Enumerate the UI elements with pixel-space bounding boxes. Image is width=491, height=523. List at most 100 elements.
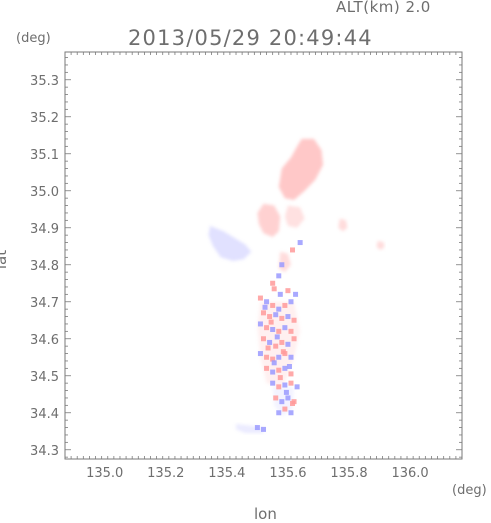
echo-cell <box>268 319 274 325</box>
y-tick-label: 34.8 <box>30 259 59 274</box>
echo-cell <box>290 401 296 406</box>
echo-region-3 <box>284 205 305 228</box>
echo-cell <box>264 299 270 305</box>
echo-cell <box>271 286 277 292</box>
echo-cell <box>270 280 276 286</box>
echo-cell <box>261 310 266 316</box>
echo-cell <box>257 321 263 327</box>
echo-cell <box>257 351 263 357</box>
echo-cell <box>277 375 283 381</box>
echo-cell <box>276 306 282 312</box>
echo-cell <box>276 410 282 416</box>
echo-region-7 <box>376 240 385 250</box>
echo-cell <box>282 325 288 331</box>
x-axis: 135.0 135.2 135.4 135.6 135.8 136.0 <box>64 52 463 481</box>
echo-cell <box>264 365 270 371</box>
echo-cell <box>276 384 282 390</box>
y-tick-label: 34.5 <box>30 370 59 385</box>
echo-cell <box>261 336 266 342</box>
echo-cell <box>267 314 273 320</box>
echo-cell <box>277 291 283 297</box>
echo-cell <box>293 291 299 297</box>
echo-cell <box>297 240 303 246</box>
echo-cell <box>291 317 297 323</box>
x-tick-label: 135.2 <box>147 466 184 481</box>
echo-cell <box>280 349 286 355</box>
echo-cell <box>274 334 280 340</box>
echo-cell <box>279 339 285 345</box>
echo-cell <box>282 365 288 371</box>
echo-cell <box>282 382 288 388</box>
echo-cell <box>282 302 288 308</box>
y-tick-label: 35.2 <box>30 111 59 126</box>
y-tick-label: 35.0 <box>30 185 59 200</box>
echo-cell <box>264 325 270 331</box>
echo-cell <box>294 384 300 390</box>
echo-cell <box>276 367 282 373</box>
echo-cell <box>270 302 276 308</box>
echo-cell <box>290 247 296 253</box>
echo-cell <box>273 395 279 401</box>
echo-cell <box>286 364 292 369</box>
echo-cell <box>273 343 279 349</box>
echo-cells <box>254 240 303 432</box>
echo-cell <box>283 389 289 395</box>
echo-cell <box>279 262 285 268</box>
echo-cell <box>279 315 285 321</box>
echo-regions <box>208 138 385 434</box>
x-axis-unit: (deg) <box>452 483 487 498</box>
echo-cell <box>285 314 291 320</box>
echo-cell <box>288 328 294 334</box>
y-tick-label: 34.3 <box>30 444 59 459</box>
echo-cell <box>270 380 276 386</box>
y-tick-label: 34.9 <box>30 222 59 237</box>
echo-cell <box>288 380 294 386</box>
echo-cell <box>279 399 285 405</box>
echo-cell <box>262 304 268 310</box>
y-tick-label: 34.4 <box>30 407 59 422</box>
echo-cell <box>270 369 276 375</box>
x-tick-label: 135.6 <box>269 466 306 481</box>
x-axis-title: lon <box>254 505 277 523</box>
echo-cell <box>261 426 266 432</box>
altitude-label: ALT(km) 2.0 <box>336 0 431 16</box>
echo-cell <box>276 328 282 334</box>
echo-cell <box>288 410 294 416</box>
y-tick-label: 35.1 <box>30 148 59 163</box>
y-tick-label: 34.6 <box>30 333 59 348</box>
echo-cell <box>285 395 291 401</box>
echo-region-6 <box>338 218 348 232</box>
x-tick-label: 135.4 <box>208 466 245 481</box>
echo-cell <box>270 356 276 362</box>
echo-cell <box>276 354 282 360</box>
echo-cell <box>291 336 297 342</box>
echo-cell <box>288 354 294 360</box>
echo-cell <box>267 339 273 345</box>
echo-cell <box>276 273 282 279</box>
plot-datetime: 2013/05/29 20:49:44 <box>128 26 373 50</box>
echo-cell <box>254 425 260 431</box>
plot-frame <box>64 51 463 460</box>
echo-cell <box>271 360 277 366</box>
echo-cell <box>285 288 291 294</box>
echo-region-5 <box>278 251 291 273</box>
x-tick-label: 135.0 <box>86 466 123 481</box>
echo-region-10 <box>236 423 264 434</box>
y-axis: 34.3 34.4 34.5 34.6 34.7 34.8 34.9 35.0 35.1 35.2… <box>30 57 462 459</box>
echo-region-4 <box>208 225 252 261</box>
echo-cell <box>273 312 279 318</box>
y-tick-label: 35.3 <box>30 74 59 89</box>
echo-region-2 <box>257 203 281 237</box>
echo-cell <box>288 371 294 377</box>
y-tick-label: 34.7 <box>30 296 59 311</box>
x-tick-label: 136.0 <box>391 466 428 481</box>
x-tick-label: 135.8 <box>330 466 367 481</box>
y-axis-unit: (deg) <box>16 31 51 46</box>
echo-cell <box>264 354 270 360</box>
echo-cell <box>282 406 288 412</box>
echo-cell <box>285 341 291 347</box>
echo-cell <box>257 295 263 301</box>
echo-region-1 <box>278 138 324 200</box>
echo-cell <box>265 345 271 351</box>
